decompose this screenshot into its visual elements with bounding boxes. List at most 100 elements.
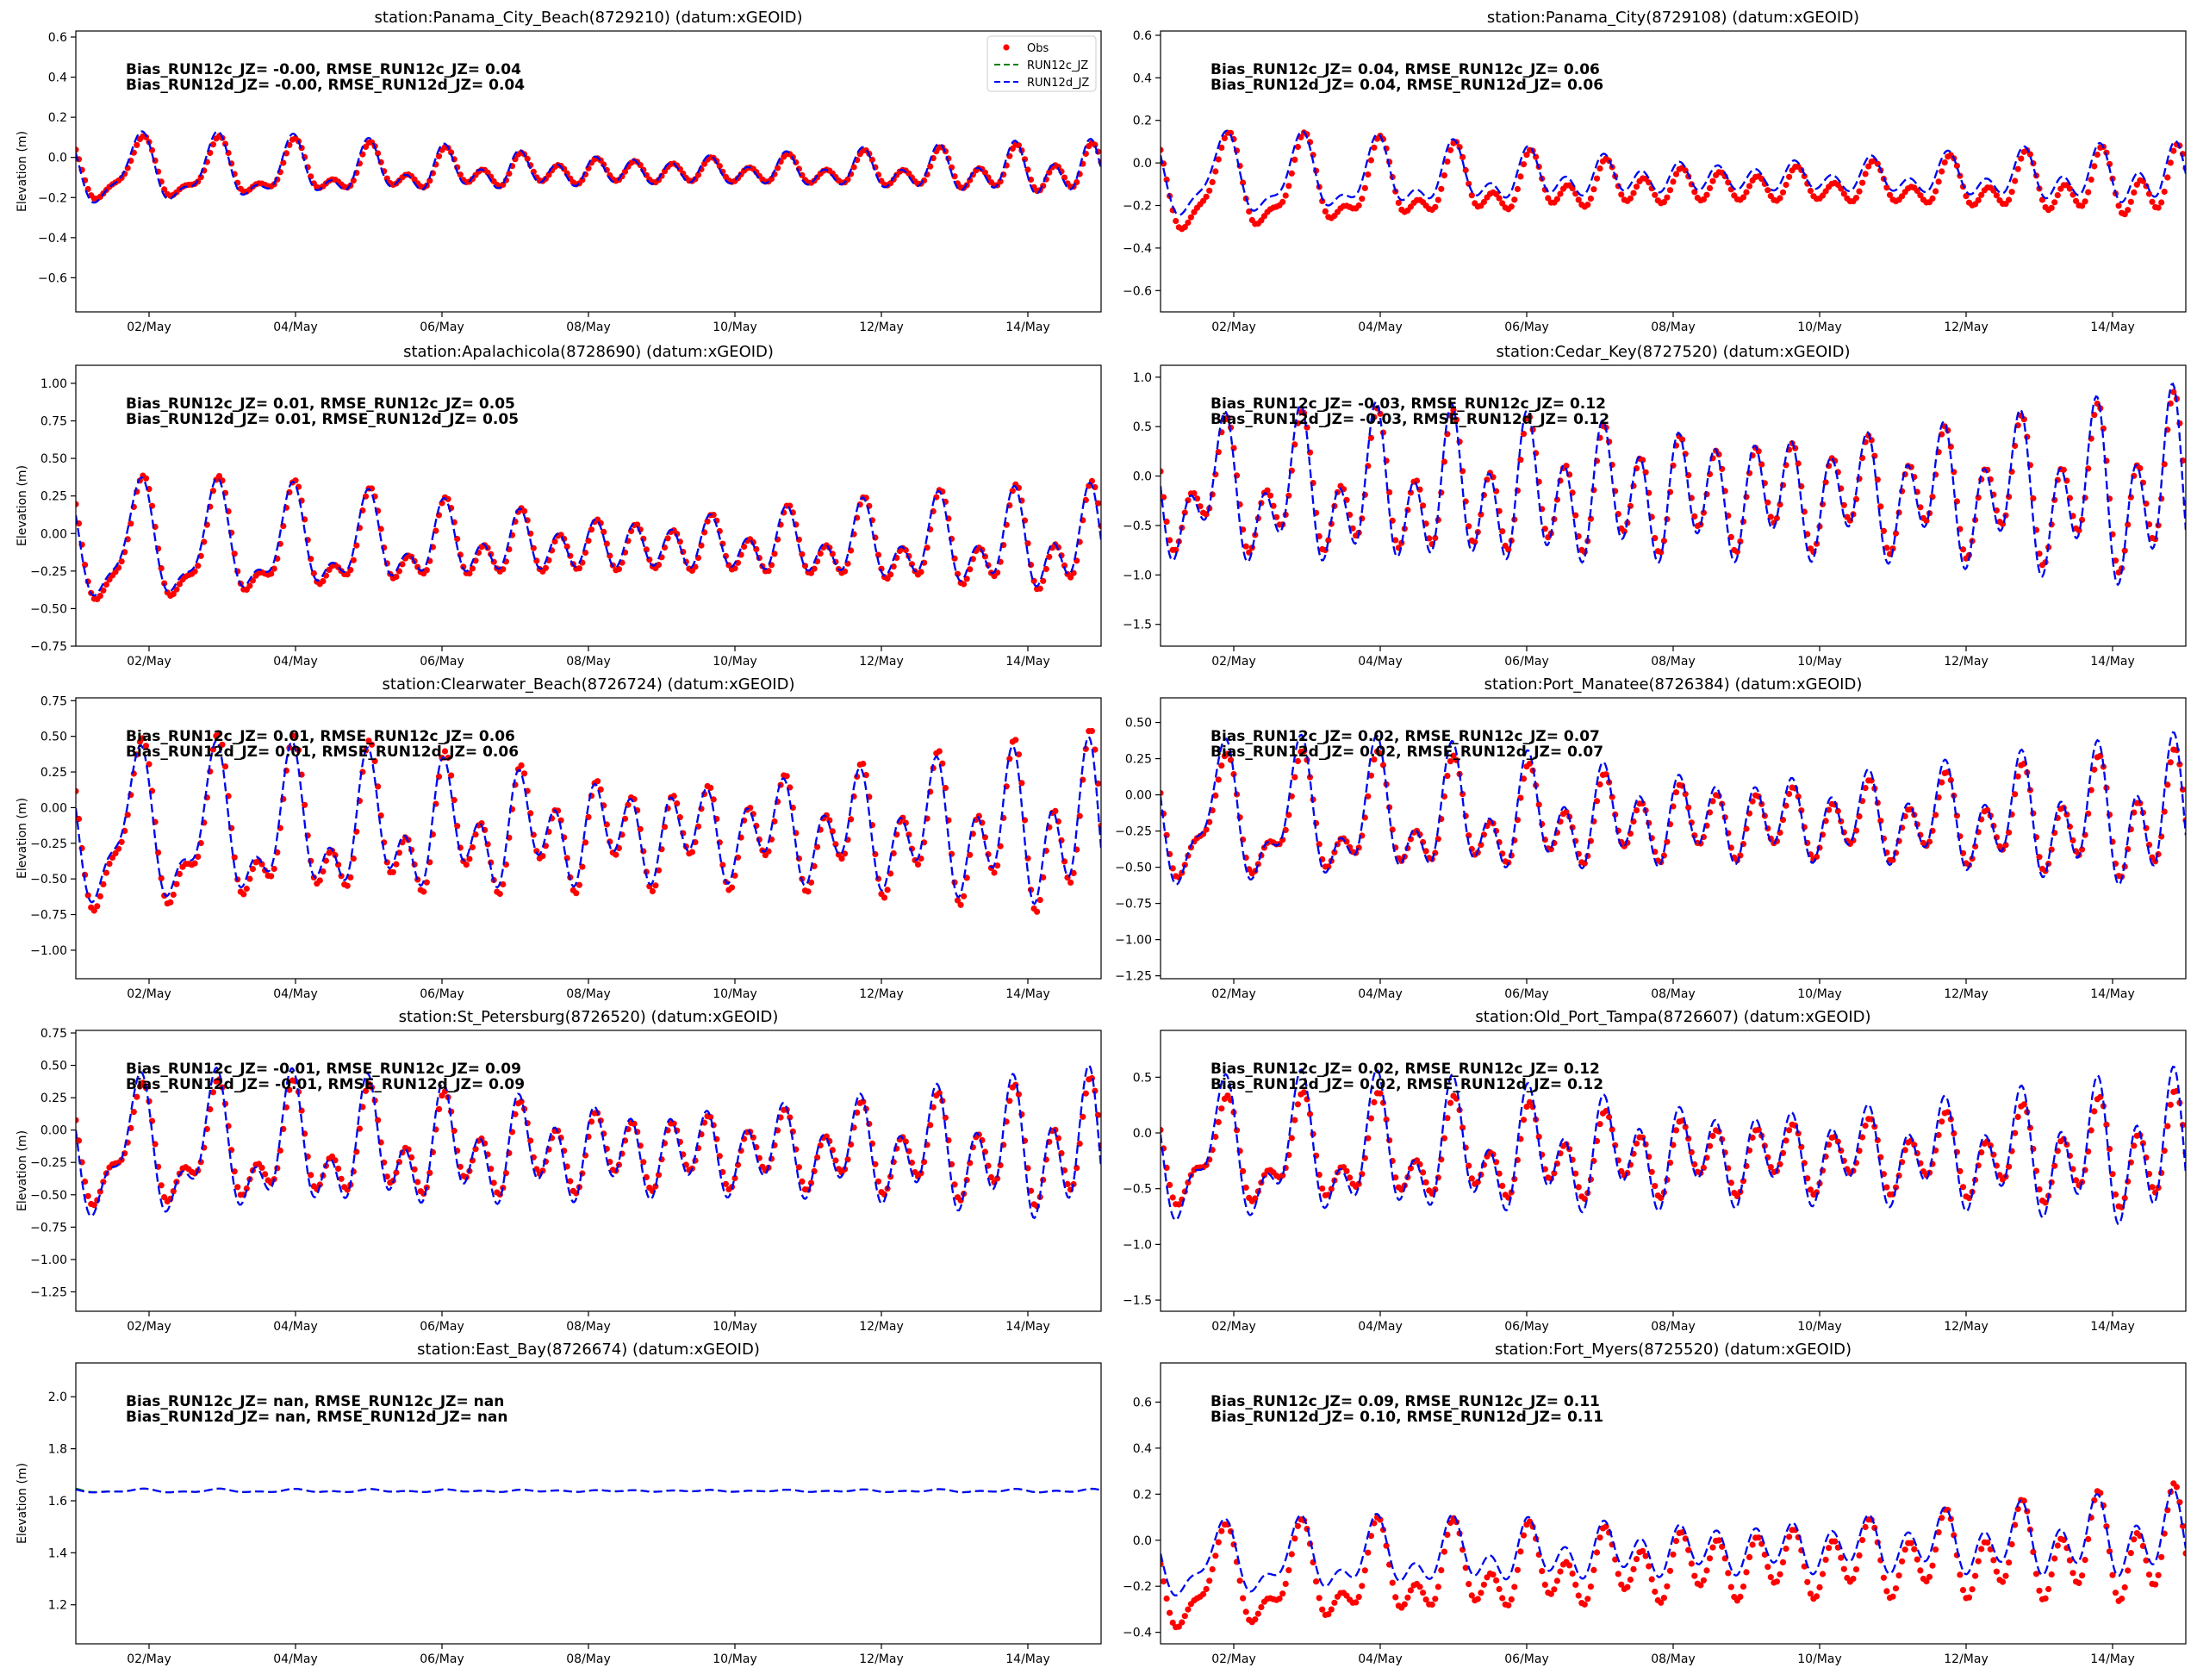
obs-point (1480, 1581, 1487, 1588)
obs-point (1819, 192, 1827, 199)
obs-point (1306, 139, 1314, 146)
obs-point (1993, 1568, 2000, 1575)
obs-point (1834, 1138, 1841, 1145)
y-tick-label: −1.5 (1123, 619, 1152, 632)
obs-point (2149, 198, 2156, 205)
obs-point (1740, 1584, 1747, 1590)
obs-point (1279, 1590, 1286, 1597)
obs-point (170, 891, 177, 899)
obs-point (1212, 792, 1219, 800)
obs-point (817, 550, 824, 557)
obs-point (1061, 174, 1068, 181)
obs-point (280, 159, 287, 166)
obs-point (1783, 462, 1789, 469)
obs-point (1036, 585, 1043, 592)
obs-point (1505, 546, 1512, 553)
obs-point (448, 149, 455, 156)
x-tick-label: 12/May (859, 320, 903, 334)
obs-point (1478, 1590, 1484, 1596)
obs-point (197, 840, 204, 847)
obs-point (2051, 1555, 2058, 1562)
obs-point (1633, 1140, 1640, 1147)
obs-point (1209, 178, 1216, 185)
obs-point (854, 1109, 861, 1116)
obs-point (603, 540, 610, 547)
obs-point (1590, 1566, 1597, 1573)
obs-point (2109, 1571, 2116, 1578)
stats-text: Bias_RUN12c_JZ= -0.01, RMSE_RUN12c_JZ= 0… (126, 1061, 521, 1078)
obs-point (881, 894, 888, 901)
obs-point (652, 882, 659, 889)
x-tick-label: 02/May (127, 320, 171, 334)
obs-point (1203, 1585, 1210, 1592)
x-tick-label: 02/May (1211, 1320, 1255, 1334)
obs-point (2119, 1596, 2125, 1602)
obs-point (2020, 1101, 2027, 1108)
obs-point (1088, 1074, 1095, 1082)
y-tick-label: −0.75 (30, 909, 67, 923)
obs-point (951, 1181, 958, 1188)
obs-point (1036, 897, 1043, 904)
obs-point (1367, 772, 1374, 779)
legend-label: RUN12c_JZ (1027, 59, 1088, 72)
obs-point (1755, 1534, 1762, 1541)
obs-point (1606, 1113, 1613, 1121)
obs-point (1422, 1596, 1429, 1603)
station-panel: station:Apalachicola(8728690) (datum:xGE… (16, 343, 1102, 669)
obs-point (240, 891, 247, 898)
x-tick-label: 12/May (859, 1652, 903, 1666)
obs-point (914, 861, 922, 868)
obs-point (518, 762, 525, 769)
obs-point (1658, 1599, 1665, 1606)
station-panel: station:Panama_City(8729108) (datum:xGEO… (1123, 9, 2187, 334)
obs-point (423, 567, 430, 574)
obs-point (1466, 1162, 1472, 1169)
obs-point (1640, 1547, 1646, 1554)
obs-point (987, 1173, 995, 1181)
obs-point (1218, 762, 1225, 769)
obs-point (1880, 1574, 1887, 1581)
stats-text: Bias_RUN12c_JZ= 0.02, RMSE_RUN12c_JZ= 0.… (1211, 1061, 1600, 1078)
obs-point (1468, 192, 1475, 199)
obs-point (1917, 192, 1924, 199)
obs-point (775, 165, 781, 171)
obs-point (1914, 187, 1920, 195)
obs-point (1541, 1581, 1548, 1588)
x-tick-label: 04/May (273, 320, 317, 334)
obs-point (463, 862, 470, 868)
obs-point (1294, 1522, 1301, 1529)
obs-point (1496, 195, 1503, 202)
obs-point (350, 557, 357, 563)
obs-point (2149, 1184, 2156, 1191)
run12d-line (1161, 383, 2186, 587)
obs-point (1027, 176, 1035, 184)
obs-point (1435, 1584, 1441, 1590)
obs-point (1596, 1534, 1603, 1541)
y-tick-label: 1.8 (48, 1443, 67, 1457)
obs-point (1557, 190, 1564, 197)
obs-point (496, 890, 503, 898)
obs-point (2152, 858, 2159, 865)
y-tick-label: −0.4 (1123, 1627, 1152, 1640)
obs-point (2045, 1585, 2052, 1593)
obs-point (1432, 534, 1439, 542)
obs-point (1377, 1516, 1384, 1523)
obs-point (1505, 1602, 1512, 1608)
obs-point (634, 521, 641, 528)
obs-point (1895, 1572, 1902, 1579)
y-tick-label: 0.25 (1125, 753, 1152, 767)
obs-point (652, 1183, 659, 1190)
obs-point (1252, 1195, 1259, 1202)
obs-point (2125, 207, 2132, 214)
obs-point (1094, 1111, 1101, 1118)
obs-point (1978, 191, 1985, 198)
obs-point (1392, 1174, 1399, 1181)
obs-point (1325, 537, 1332, 544)
obs-point (1173, 217, 1179, 225)
obs-point (2161, 461, 2168, 468)
obs-point (1758, 461, 1765, 468)
obs-point (1027, 1187, 1035, 1194)
obs-point (1252, 1616, 1259, 1623)
obs-point (1371, 144, 1378, 151)
obs-point (936, 748, 943, 755)
